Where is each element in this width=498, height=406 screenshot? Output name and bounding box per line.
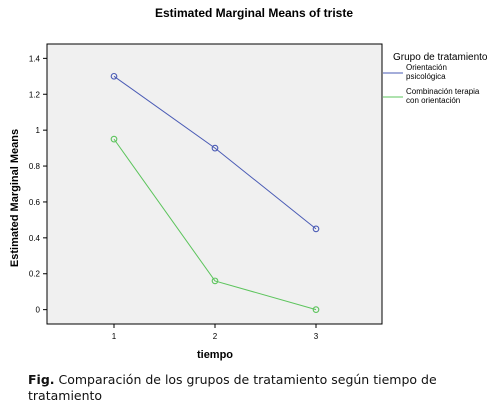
caption-label: Fig. <box>28 372 55 387</box>
data-point <box>110 135 118 143</box>
x-axis-label: tiempo <box>197 349 233 361</box>
y-axis-label: Estimated Marginal Means <box>9 129 21 267</box>
caption-text: Comparación de los grupos de tratamiento… <box>28 372 437 403</box>
legend-label: Combinación terapia con orientación <box>406 87 480 105</box>
y-tick-label: 0.4 <box>29 234 41 243</box>
y-tick-label: 0.6 <box>29 198 41 207</box>
figure-caption: Fig. Comparación de los grupos de tratam… <box>28 372 468 404</box>
legend-label: Orientación psicológica <box>406 63 447 81</box>
series-2 <box>110 135 320 313</box>
data-point <box>312 225 320 233</box>
legend-items: Orientación psicológica Combinación terapi… <box>383 63 480 105</box>
y-tick-label: 0.2 <box>29 270 41 279</box>
data-point <box>312 306 320 313</box>
x-tick-label: 2 <box>213 332 218 341</box>
data-point <box>211 277 219 285</box>
x-tick-label: 1 <box>112 332 117 341</box>
chart: Estimated Marginal Means of triste 00.20… <box>9 6 488 361</box>
x-axis: 1 2 3 <box>112 324 319 341</box>
data-point <box>110 72 118 80</box>
y-tick-label: 1.2 <box>29 90 41 99</box>
series-line <box>113 75 317 230</box>
legend-title: Grupo de tratamiento <box>393 52 488 63</box>
data-point <box>211 144 219 152</box>
y-tick-label: 0 <box>36 306 41 315</box>
y-tick-label: 1 <box>36 126 41 135</box>
series-line <box>113 138 317 311</box>
y-axis: 0 0.2 0.4 0.6 0.8 1 1.2 1.4 <box>29 54 47 315</box>
x-tick-label: 3 <box>314 332 319 341</box>
series-1 <box>110 72 320 233</box>
series-layer <box>110 72 320 313</box>
y-tick-label: 0.8 <box>29 162 41 171</box>
chart-title: Estimated Marginal Means of triste <box>155 6 353 20</box>
plot-area <box>46 43 383 325</box>
y-tick-label: 1.4 <box>29 54 41 63</box>
legend: Grupo de tratamiento Orientación psicológ… <box>383 52 488 105</box>
